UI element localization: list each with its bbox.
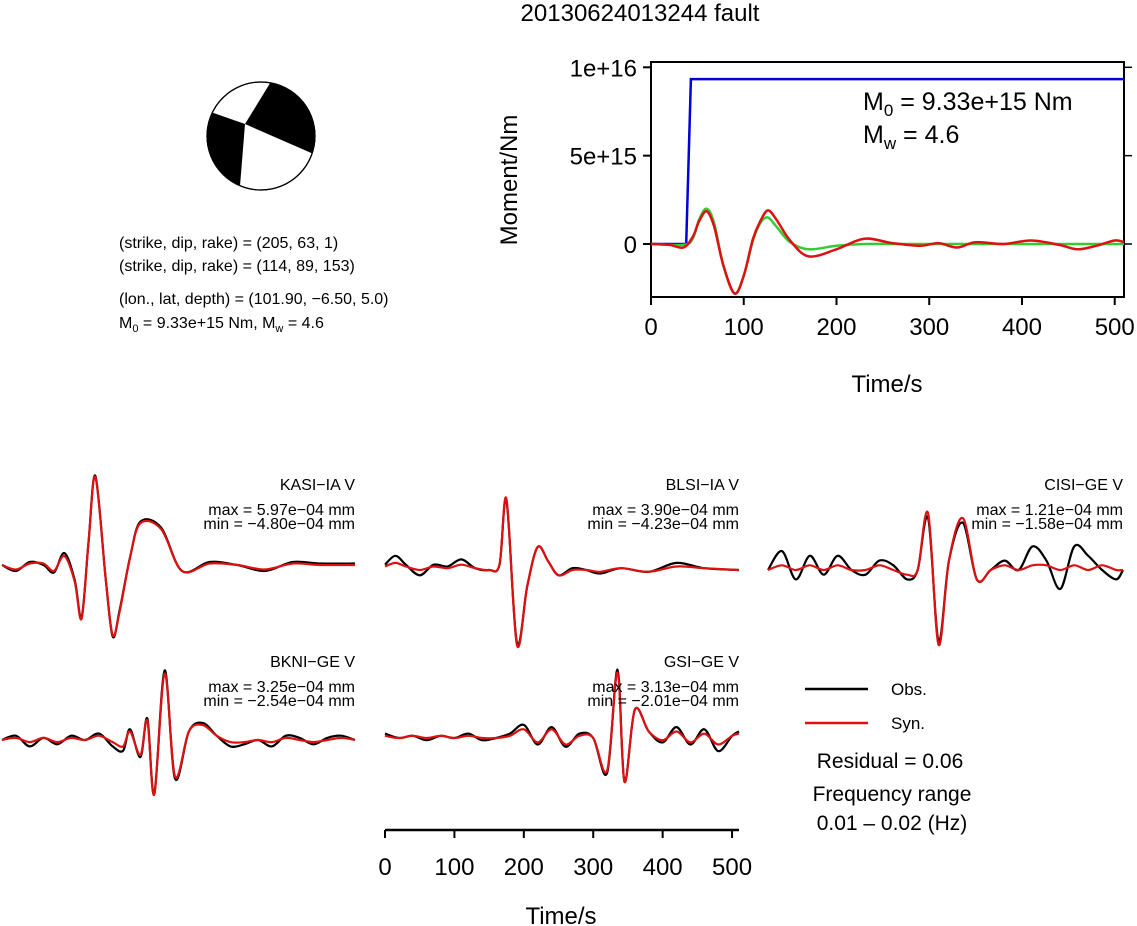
- moment-mw-label: Mw = 4.6: [863, 121, 959, 153]
- station-label: KASI−IA V: [280, 477, 355, 494]
- moment-y-tick-label: 1e+16: [570, 55, 637, 82]
- station-min-label: min = −2.54e−04 mm: [203, 693, 355, 710]
- station-max-label: max = 3.13e−04 mm: [592, 679, 739, 696]
- source-time-red-line: [650, 209, 1125, 295]
- station-min-label: min = −2.01e−04 mm: [587, 693, 739, 710]
- moment-x-tick-label: 500: [1095, 314, 1135, 341]
- waveform-legend: Obs. Syn. Residual = 0.06 Frequency rang…: [805, 680, 971, 835]
- moment-x-tick-label: 200: [816, 314, 856, 341]
- time-axis-tick-label: 200: [504, 854, 544, 881]
- synthetic-waveform: [384, 496, 740, 649]
- station-min-label: min = −4.23e−04 mm: [587, 516, 739, 533]
- moment-y-tick-label: 5e+15: [570, 144, 637, 171]
- station-label: CISI−GE V: [1044, 477, 1123, 494]
- time-axis-tick-label: 0: [378, 854, 391, 881]
- moment-x-tick-label: 0: [644, 314, 657, 341]
- synthetic-waveform: [1, 672, 356, 796]
- legend-obs-label: Obs.: [891, 680, 927, 699]
- moment-x-tick-label: 400: [1002, 314, 1042, 341]
- frequency-range-title: Frequency range: [813, 783, 972, 806]
- legend-syn-label: Syn.: [891, 714, 925, 733]
- source-time-green-line: [650, 207, 1124, 295]
- moment-plot-frame: [650, 61, 1125, 298]
- residual-label: Residual = 0.06: [817, 750, 964, 773]
- figure-title: 20130624013244 fault: [521, 0, 760, 27]
- time-axis-tick-label: 500: [712, 854, 752, 881]
- observed-waveform: [767, 515, 1124, 642]
- moment-summary: M0 = 9.33e+15 Nm, Mw = 4.6: [119, 315, 324, 335]
- strike-dip-rake-1: (strike, dip, rake) = (205, 63, 1): [119, 235, 338, 252]
- time-axis-tick-label: 300: [573, 854, 613, 881]
- time-axis-tick-label: 100: [434, 854, 474, 881]
- moment-x-tick-label: 100: [724, 314, 764, 341]
- observed-waveform: [1, 474, 356, 639]
- moment-m0-label: M0 = 9.33e+15 Nm: [863, 88, 1073, 120]
- moment-y-tick-label: 0: [624, 232, 637, 259]
- waveform-x-axis-label: Time/s: [525, 903, 596, 926]
- observed-waveform: [1, 669, 356, 795]
- station-max-label: max = 1.21e−04 mm: [976, 502, 1123, 519]
- moment-plot: 0 100 200 300 400 500 0 5e+15 1e+16 M0 = 9.33e+1…: [496, 55, 1135, 398]
- station-max-label: max = 5.97e−04 mm: [208, 502, 355, 519]
- moment-x-axis-label: Time/s: [851, 371, 922, 398]
- synthetic-waveform: [767, 510, 1124, 646]
- station-label: BKNI−GE V: [270, 654, 355, 671]
- station-label: GSI−GE V: [664, 654, 739, 671]
- time-axis-tick-label: 400: [643, 854, 683, 881]
- synthetic-waveform: [1, 475, 356, 638]
- time-axis: 0 100 200 300 400 500: [378, 828, 752, 881]
- strike-dip-rake-2: (strike, dip, rake) = (114, 89, 153): [119, 258, 355, 275]
- moment-x-tick-label: 300: [909, 314, 949, 341]
- lon-lat-depth: (lon., lat, depth) = (101.90, −6.50, 5.0…: [119, 291, 389, 308]
- moment-y-axis-label: Moment/Nm: [496, 115, 523, 246]
- station-min-label: min = −4.80e−04 mm: [203, 516, 355, 533]
- station-min-label: min = −1.58e−04 mm: [971, 516, 1123, 533]
- station-max-label: max = 3.90e−04 mm: [592, 502, 739, 519]
- station-label: BLSI−IA V: [666, 477, 740, 494]
- station-max-label: max = 3.25e−04 mm: [208, 679, 355, 696]
- beachball-icon: [206, 81, 316, 191]
- frequency-range-value: 0.01 – 0.02 (Hz): [817, 812, 968, 835]
- synthetic-waveform: [384, 671, 740, 784]
